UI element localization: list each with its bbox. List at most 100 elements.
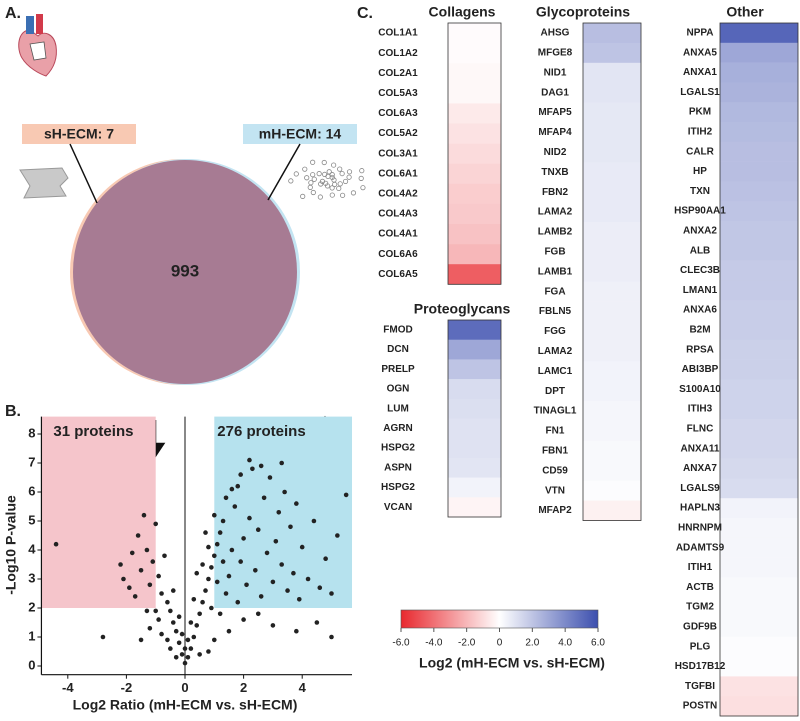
heat-cell <box>583 42 641 64</box>
data-point <box>226 573 232 579</box>
heat-cell <box>583 202 641 223</box>
data-point <box>147 626 153 631</box>
panel-label: C. <box>357 5 373 22</box>
heat-cell <box>583 341 641 362</box>
data-point <box>153 608 158 614</box>
gene-label: COL6A5 <box>378 269 418 280</box>
gene-label: COL6A3 <box>378 108 418 119</box>
group-frame <box>582 22 642 521</box>
data-point <box>159 631 164 637</box>
heat-cell <box>448 438 501 459</box>
data-point <box>294 628 299 634</box>
data-point <box>170 588 176 593</box>
data-point <box>185 637 191 643</box>
data-point <box>188 646 194 651</box>
data-point <box>235 483 241 489</box>
heat-cell <box>448 123 501 144</box>
gene-label: ALB <box>690 245 711 256</box>
data-point <box>138 568 144 573</box>
gene-label: VCAN <box>384 502 412 513</box>
gene-label: LAMB2 <box>538 227 573 238</box>
heat-cell <box>720 676 798 697</box>
gene-label: ITIH2 <box>688 127 713 138</box>
gene-label: HSPG2 <box>381 482 415 493</box>
heat-cell <box>720 42 798 63</box>
data-point <box>282 489 287 495</box>
gene-label: B2M <box>689 325 710 336</box>
gene-label: FBN1 <box>542 445 569 456</box>
data-point <box>144 547 150 553</box>
group-title: Glycoproteins <box>536 4 630 20</box>
data-point <box>220 559 226 564</box>
region-label: 31 proteins <box>53 423 133 440</box>
heat-cell <box>448 143 501 164</box>
data-point <box>226 628 232 634</box>
data-point <box>182 646 188 651</box>
data-point <box>223 495 229 501</box>
heat-cell <box>720 260 798 281</box>
data-point <box>294 501 299 506</box>
heat-cell <box>720 399 798 420</box>
y-tick-label: 2 <box>28 599 35 614</box>
gene-label: COL1A1 <box>378 28 418 39</box>
heat-cell <box>583 301 641 322</box>
heat-cell <box>583 361 641 382</box>
heat-cell <box>720 240 798 261</box>
x-tick-label: -2 <box>121 680 133 695</box>
gene-label: GDF9B <box>683 622 717 633</box>
data-point <box>285 588 290 593</box>
gene-label: NID2 <box>544 147 567 158</box>
x-tick-label: 0 <box>181 680 188 695</box>
heat-cell <box>583 102 641 123</box>
heat-cell <box>720 696 798 717</box>
group-frame <box>447 22 502 285</box>
gene-label: NID1 <box>544 67 567 78</box>
data-point <box>241 617 246 622</box>
gene-label: PRELP <box>381 364 415 375</box>
data-point <box>241 536 246 541</box>
colorbar-label: Log2 (mH-ECM vs. sH-ECM) <box>419 655 605 671</box>
x-tick-label: 2 <box>240 680 247 695</box>
heat-cell <box>720 141 798 162</box>
heat-cell <box>583 500 641 521</box>
gene-label: CALR <box>686 146 715 157</box>
heat-cell <box>448 224 501 245</box>
data-point <box>264 550 270 556</box>
data-point <box>156 617 161 622</box>
heat-cell <box>720 617 798 638</box>
gene-label: HAPLN3 <box>680 503 720 514</box>
gene-label: ACTB <box>686 582 714 593</box>
heat-cell <box>720 62 798 83</box>
data-point <box>311 518 317 524</box>
heat-cell <box>583 222 641 243</box>
gene-label: LGALS1 <box>680 87 720 98</box>
data-point <box>214 541 220 547</box>
data-point <box>212 512 217 518</box>
data-point <box>188 620 194 625</box>
data-point <box>258 594 264 599</box>
data-point <box>299 544 305 550</box>
gene-label: COL4A3 <box>378 209 418 220</box>
gene-label: S100A10 <box>679 384 721 395</box>
data-point <box>173 655 179 660</box>
heat-cell <box>448 244 501 265</box>
heat-cell <box>448 163 501 185</box>
gene-label: PLG <box>690 641 711 652</box>
data-point <box>247 457 252 463</box>
gene-label: TXN <box>690 186 710 197</box>
data-point <box>279 460 284 466</box>
data-point <box>176 640 182 646</box>
heat-cell <box>448 379 501 400</box>
gene-label: COL5A2 <box>378 128 418 139</box>
gene-label: ANXA6 <box>683 305 717 316</box>
gene-label: COL4A2 <box>378 188 418 199</box>
gene-label: DAG1 <box>541 87 569 98</box>
data-point <box>291 570 296 576</box>
heat-cell <box>583 122 641 143</box>
gene-label: ANXA7 <box>683 463 717 474</box>
data-point <box>343 492 349 498</box>
gene-label: ITIH1 <box>688 562 713 573</box>
data-point <box>253 568 258 573</box>
heat-cell <box>720 498 798 519</box>
data-point <box>173 628 179 634</box>
